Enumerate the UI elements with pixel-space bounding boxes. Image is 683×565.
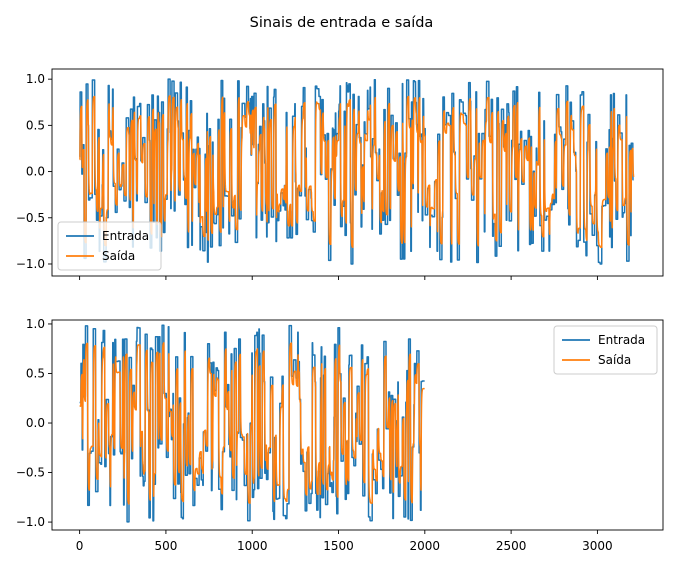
x-tick-label: 2500 — [496, 539, 527, 553]
y-tick-label: 0.0 — [26, 416, 45, 430]
x-tick-label: 2000 — [410, 539, 441, 553]
series-line-saida — [79, 95, 635, 249]
axes-frame — [51, 68, 664, 277]
x-tick-label: 1500 — [323, 539, 354, 553]
y-tick-label: 0.5 — [26, 366, 45, 380]
subplot-bottom: −1.0 −0.5 0.0 0.5 1.0 0 500 1000 1500 2000 2500 300… — [16, 317, 664, 553]
y-tick-label: 1.0 — [26, 72, 45, 86]
series-line-saida — [79, 342, 426, 505]
y-tick-label: −1.0 — [16, 515, 45, 529]
y-tick-label: −1.0 — [16, 257, 45, 271]
legend-label: Entrada — [598, 333, 645, 347]
figure-title: Sinais de entrada e saída — [250, 15, 434, 31]
x-tick-label: 500 — [154, 539, 177, 553]
y-tick-label: 0.5 — [26, 118, 45, 132]
x-tick-label: 0 — [76, 539, 84, 553]
x-tick-label: 1000 — [237, 539, 268, 553]
legend-label: Entrada — [102, 229, 149, 243]
y-tick-label: −0.5 — [16, 211, 45, 225]
legend-label: Saída — [102, 249, 135, 263]
series-line-entrada — [79, 324, 426, 523]
legend: Entrada Saída — [57, 221, 162, 271]
legend-label: Saída — [598, 353, 631, 367]
subplot-top: −1.0 −0.5 0.0 0.5 1.0 Entrada Saída — [16, 68, 664, 280]
y-tick-label: −0.5 — [16, 466, 45, 480]
y-tick-label: 0.0 — [26, 165, 45, 179]
legend: Entrada Saída — [553, 325, 658, 375]
x-tick-label: 3000 — [582, 539, 613, 553]
axes-frame — [51, 319, 664, 531]
y-tick-label: 1.0 — [26, 317, 45, 331]
